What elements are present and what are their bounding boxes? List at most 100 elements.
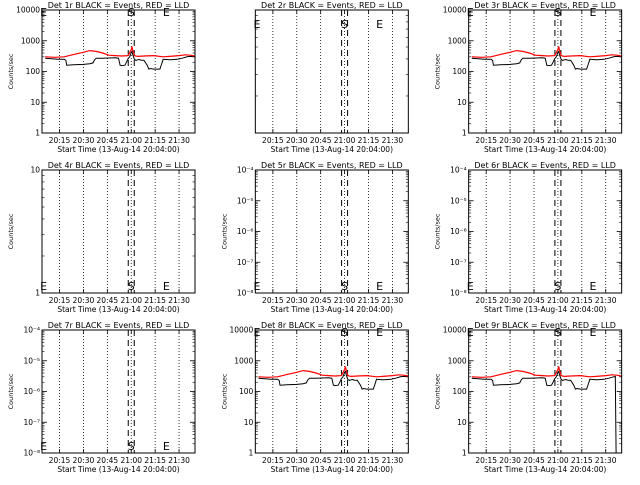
y-tick-label: 10⁻⁵ <box>237 196 254 205</box>
y-axis-label: Counts/sec <box>434 53 442 89</box>
y-tick-label: 10⁻⁴ <box>23 326 40 335</box>
plot-frame <box>41 169 196 294</box>
marker-label: E <box>376 326 383 339</box>
y-tick-label: 10⁻⁸ <box>23 449 40 458</box>
x-tick-label: 21:15 <box>571 456 593 465</box>
marker-label: E <box>589 280 596 293</box>
y-tick-label: 10⁻⁶ <box>23 387 40 396</box>
y-tick-label: 10000 <box>443 326 467 335</box>
series-line <box>471 370 622 453</box>
marker-label: E <box>376 280 383 293</box>
x-tick-label: 20:15 <box>475 136 497 145</box>
x-axis-label: Start Time (13-Aug-14 20:04:00) <box>57 145 179 154</box>
x-tick-label: 21:15 <box>358 136 380 145</box>
marker-label: E <box>163 280 170 293</box>
y-tick-label: 1 <box>462 129 467 138</box>
marker-label: E <box>163 6 170 19</box>
x-tick-label: 21:30 <box>168 456 190 465</box>
x-tick-label: 21:15 <box>358 296 380 305</box>
x-tick-label: 20:45 <box>310 456 332 465</box>
y-axis-label: Counts/sec <box>434 213 442 249</box>
y-tick-label: 1000 <box>448 356 467 365</box>
x-tick-label: 20:15 <box>262 136 284 145</box>
x-axis-label: Start Time (13-Aug-14 20:04:00) <box>484 465 606 474</box>
marker-label: E <box>253 280 260 293</box>
series-line <box>258 366 409 378</box>
x-tick-label: 21:15 <box>144 296 166 305</box>
x-tick-label: 20:30 <box>499 296 521 305</box>
series-line <box>45 50 195 70</box>
x-tick-label: 20:30 <box>73 296 95 305</box>
y-tick-label: 100 <box>26 67 41 76</box>
y-tick-label: 10 <box>457 418 467 427</box>
marker-label: E <box>163 440 170 453</box>
x-tick-label: 21:30 <box>595 456 617 465</box>
x-tick-label: 21:00 <box>120 456 142 465</box>
x-tick-label: 21:30 <box>595 296 617 305</box>
x-tick-label: 20:15 <box>475 456 497 465</box>
x-tick-label: 20:30 <box>286 136 308 145</box>
panel-title: Det 3r BLACK = Events, RED = LLD <box>474 1 616 10</box>
series-line <box>471 366 622 378</box>
x-tick-label: 20:30 <box>499 136 521 145</box>
x-tick-label: 21:00 <box>547 136 569 145</box>
marker-label: E <box>40 6 47 19</box>
x-tick-label: 20:30 <box>286 456 308 465</box>
plot-frame <box>41 329 196 454</box>
plot-frame <box>468 329 623 454</box>
x-tick-label: 21:30 <box>382 136 404 145</box>
x-tick-label: 20:15 <box>475 296 497 305</box>
x-tick-label: 21:00 <box>334 136 356 145</box>
x-tick-label: 20:45 <box>523 296 545 305</box>
x-tick-label: 20:15 <box>49 456 71 465</box>
y-axis-label: Counts/sec <box>434 373 442 409</box>
y-tick-label: 10000 <box>16 6 40 15</box>
y-tick-label: 10⁻⁶ <box>237 227 254 236</box>
series-line <box>471 46 622 58</box>
y-tick-label: 10 <box>30 166 40 175</box>
x-tick-label: 21:30 <box>595 136 617 145</box>
x-tick-label: 21:30 <box>168 296 190 305</box>
plot-frame <box>468 169 623 294</box>
x-tick-label: 21:00 <box>547 296 569 305</box>
x-tick-label: 20:30 <box>499 456 521 465</box>
marker-label: E <box>253 18 260 31</box>
x-tick-label: 20:45 <box>523 136 545 145</box>
x-tick-label: 20:45 <box>97 296 119 305</box>
x-axis-label: Start Time (13-Aug-14 20:04:00) <box>271 145 393 154</box>
y-tick-label: 10⁻⁷ <box>237 258 254 267</box>
y-tick-label: 1000 <box>21 36 40 45</box>
marker-label: E <box>467 280 474 293</box>
x-tick-label: 20:30 <box>286 296 308 305</box>
marker-label: E <box>467 326 474 339</box>
x-tick-label: 21:15 <box>144 136 166 145</box>
y-tick-label: 10⁻⁵ <box>23 356 40 365</box>
x-tick-label: 21:15 <box>144 456 166 465</box>
plot-frame <box>254 169 409 294</box>
marker-label: E <box>253 326 260 339</box>
y-tick-label: 10⁻⁷ <box>23 418 40 427</box>
panel-title: Det 7r BLACK = Events, RED = LLD <box>48 321 190 330</box>
marker-label: E <box>589 326 596 339</box>
y-tick-label: 1 <box>35 129 40 138</box>
x-tick-label: 20:30 <box>73 136 95 145</box>
x-tick-label: 21:30 <box>382 296 404 305</box>
marker-label: S <box>341 280 348 293</box>
panel-title: Det 5r BLACK = Events, RED = LLD <box>261 161 403 170</box>
y-tick-label: 100 <box>452 67 467 76</box>
marker-label: S <box>554 280 561 293</box>
y-tick-label: 1 <box>249 449 254 458</box>
series-line <box>471 50 622 70</box>
x-tick-label: 21:00 <box>120 136 142 145</box>
y-tick-label: 10⁻⁵ <box>450 196 467 205</box>
y-tick-label: 10⁻⁴ <box>450 166 467 175</box>
x-tick-label: 20:15 <box>49 296 71 305</box>
x-tick-label: 21:30 <box>168 136 190 145</box>
